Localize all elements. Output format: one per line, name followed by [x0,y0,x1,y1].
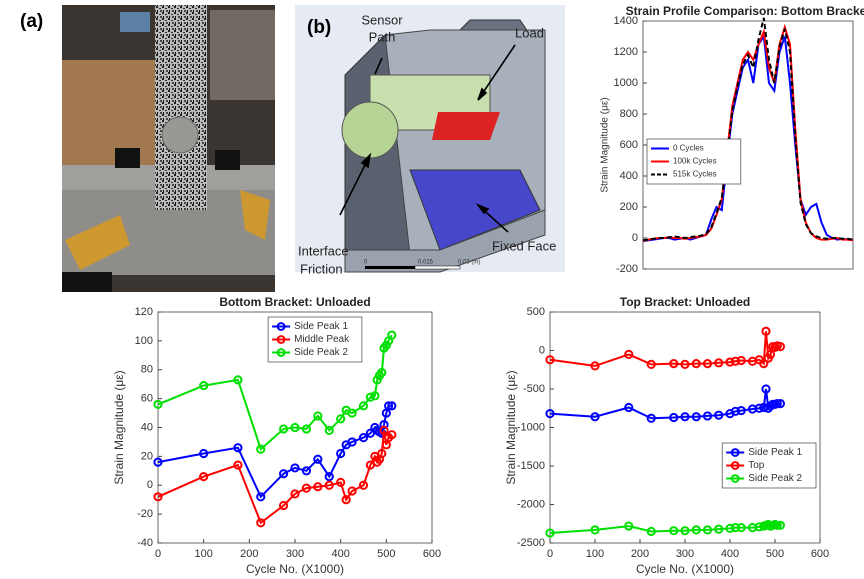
y-tick-label: 0 [539,344,545,356]
x-axis-label: Cycle No. (X1000) [246,562,344,576]
y-axis-label: Strain Magnitude (με) [112,370,126,484]
legend: Side Peak 1 Middle Peak Side Peak 2 [268,317,362,362]
y-tick-label: -2500 [517,537,545,549]
y-tick-label: 0 [632,232,638,244]
legend-label: Top [748,460,765,471]
y-tick-label: -20 [137,508,153,520]
chart-title: Strain Profile Comparison: Bottom Bracke… [626,4,864,18]
photo [62,5,275,292]
legend: Side Peak 1 Top Side Peak 2 [722,443,816,488]
x-tick-label: 300 [676,548,694,560]
model-render [295,5,565,272]
y-tick-label: 500 [527,306,545,318]
legend-label: Middle Peak [294,334,350,345]
legend-label: Side Peak 2 [748,473,802,484]
chart-title: Bottom Bracket: Unloaded [219,295,370,309]
y-axis-label: Strain Magnitude (με) [600,97,611,192]
legend-label: Side Peak 1 [294,321,348,332]
x-tick-label: 300 [286,548,304,560]
y-tick-label: -500 [523,383,545,395]
annotation: Load [515,25,544,40]
x-tick-label: 0 [547,548,553,560]
y-tick-label: -40 [137,537,153,549]
x-tick-label: 200 [631,548,649,560]
x-tick-label: 600 [423,548,441,560]
annotation: Interface [298,243,349,258]
y-tick-label: 20 [141,450,153,462]
y-tick-label: 0 [147,479,153,491]
y-tick-label: 800 [620,108,638,120]
figure: (a) 0 0.015 0.03 (m) (b) Sensor Path Loa… [0,0,864,579]
x-tick-label: 500 [766,548,784,560]
y-tick-label: 120 [135,306,153,318]
y-tick-label: 400 [620,170,638,182]
y-tick-label: -2000 [517,498,545,510]
x-tick-label: 0 [155,548,161,560]
y-tick-label: 200 [620,201,638,213]
x-tick-label: 100 [586,548,604,560]
x-tick-label: 400 [721,548,739,560]
y-tick-label: -1000 [517,421,545,433]
y-tick-label: 1000 [614,77,638,89]
x-tick-label: 500 [377,548,395,560]
chart-title: Top Bracket: Unloaded [620,295,750,309]
legend-label: Side Peak 1 [748,447,802,458]
y-tick-label: 60 [141,393,153,405]
x-tick-label: 100 [194,548,212,560]
annotation: Sensor [361,12,403,27]
y-tick-label: 80 [141,364,153,376]
x-axis-label: Cycle No. (X1000) [636,562,734,576]
scale-label: 0.015 [418,260,434,266]
x-tick-label: 400 [331,548,349,560]
y-tick-label: 600 [620,139,638,151]
panel-label: (b) [307,17,331,38]
scale-label: 0.03 (m) [458,260,480,266]
panel-label: (a) [20,11,43,32]
x-tick-label: 200 [240,548,258,560]
legend-label: Side Peak 2 [294,347,348,358]
y-tick-label: -200 [616,263,638,275]
annotation: Path [369,29,396,44]
legend-label: 515k Cycles [673,170,717,179]
legend: 0 Cycles 100k Cycles 515k Cycles [647,139,741,184]
y-tick-label: 100 [135,335,153,347]
annotation: Friction [300,261,343,276]
y-tick-label: 1200 [614,46,638,58]
y-tick-label: -1500 [517,460,545,472]
y-axis-label: Strain Magnitude (με) [504,370,518,484]
x-tick-label: 600 [811,548,829,560]
legend-label: 100k Cycles [673,157,717,166]
y-tick-label: 40 [141,421,153,433]
annotation: Fixed Face [492,238,556,253]
legend-label: 0 Cycles [673,144,704,153]
